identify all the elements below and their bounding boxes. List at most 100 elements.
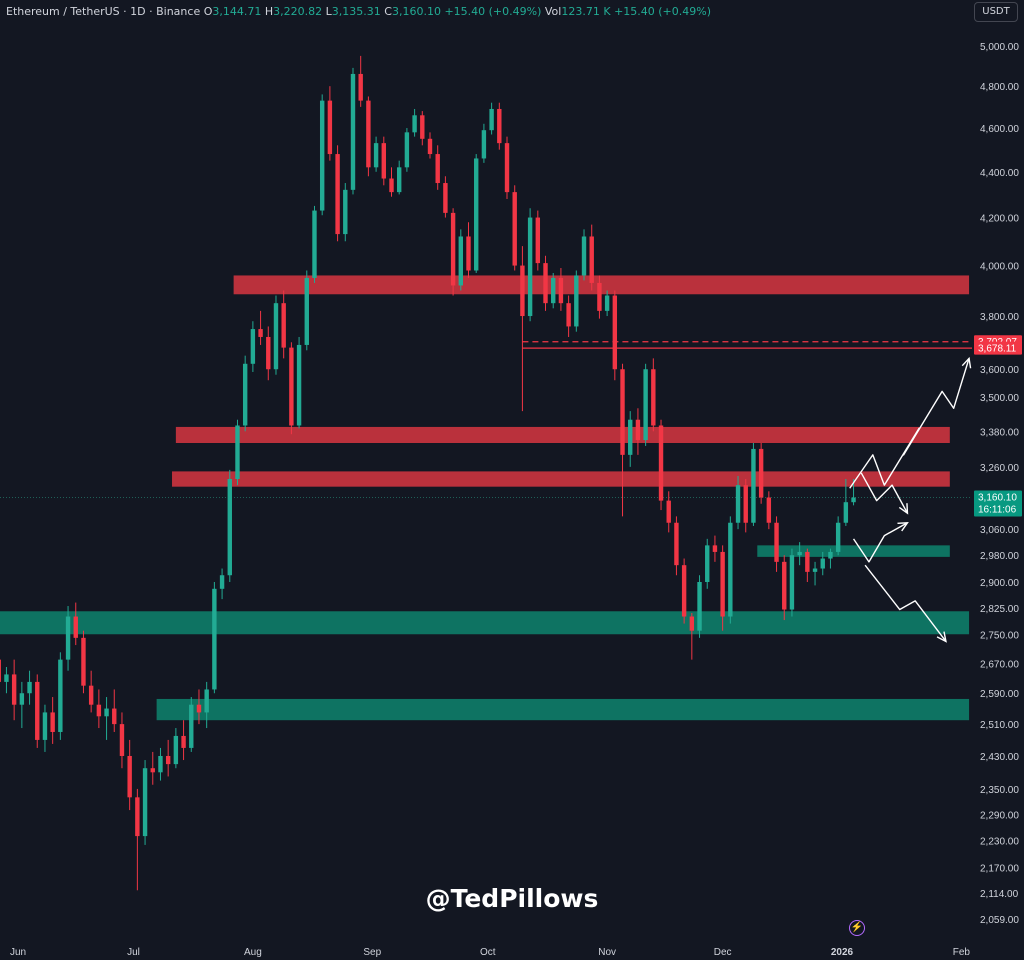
candle-body-44 [335, 154, 340, 235]
candle-body-109 [835, 522, 841, 552]
y-tick-label: 2,290.00 [980, 810, 1019, 821]
candle-body-19 [142, 768, 148, 837]
y-tick-label: 4,000.00 [980, 262, 1019, 273]
candle-body-91 [697, 581, 702, 631]
candle-body-93 [712, 545, 718, 552]
candle-body-10 [73, 616, 78, 638]
candle-body-88 [674, 522, 679, 566]
y-tick-label: 4,800.00 [980, 82, 1019, 93]
symbol-name: Ethereum / TetherUS · 1D · Binance [6, 5, 201, 18]
candle-body-65 [497, 108, 502, 144]
candle-body-36 [273, 303, 279, 370]
candle-body-84 [643, 369, 648, 441]
candle-body-53 [404, 132, 410, 168]
x-tick-label: 2026 [831, 947, 854, 958]
candle-body-39 [296, 344, 302, 426]
candle-body-3 [19, 693, 25, 705]
candle-body-75 [574, 275, 579, 327]
lightning-bolt-icon[interactable]: ⚡ [849, 920, 865, 936]
candle-body-92 [705, 545, 710, 582]
candle-body-41 [312, 210, 317, 278]
y-tick-label: 3,260.00 [980, 463, 1019, 474]
candle-body-33 [250, 329, 256, 364]
projection-arrowhead-3 [936, 631, 947, 643]
candle-body-97 [743, 485, 748, 523]
candle-body-23 [173, 735, 179, 765]
candle-body-70 [535, 217, 541, 264]
volume-change-value: +15.40 (+0.49%) [614, 5, 712, 18]
last-price-tag-countdown: 16:11:06 [978, 504, 1017, 515]
candle-body-73 [558, 277, 564, 304]
candle-body-63 [481, 130, 487, 159]
candle-body-37 [281, 303, 286, 348]
candle-body-64 [489, 108, 494, 131]
support-zone-1 [0, 611, 970, 635]
candle-body-110 [843, 502, 849, 523]
candle-body-94 [720, 551, 725, 617]
price-axis: 5,000.00 4,800.00 4,600.00 4,400.00 4,200.00… [974, 42, 1022, 926]
last-price-tag-text: 3,160.10 [978, 492, 1017, 503]
candle-body-42 [319, 100, 325, 211]
y-tick-label: 2,170.00 [980, 863, 1019, 874]
candle-body-49 [373, 143, 379, 168]
candle-body-108 [828, 551, 833, 559]
candle-body-106 [812, 568, 818, 572]
y-tick-label: 2,510.00 [980, 720, 1019, 731]
y-tick-label: 2,430.00 [980, 752, 1019, 763]
candles-layer [0, 55, 856, 891]
price-tag-1-text: 3,678.11 [978, 344, 1017, 355]
candle-body-50 [381, 143, 386, 179]
candle-body-20 [150, 768, 155, 773]
candle-body-89 [681, 565, 687, 617]
low-value: 3,135.31 [331, 5, 381, 18]
y-tick-label: 2,114.00 [980, 889, 1019, 900]
candle-body-7 [50, 712, 55, 732]
candle-body-87 [666, 500, 671, 523]
currency-unit-button[interactable]: USDT [974, 2, 1018, 22]
candle-body-21 [158, 755, 163, 773]
candle-body-31 [235, 425, 240, 480]
candle-body-103 [789, 555, 795, 610]
candle-body-81 [620, 369, 625, 455]
price-tag-1: 3,678.11 [974, 341, 1022, 355]
candle-body-67 [512, 192, 517, 266]
projection-path-2 [852, 522, 908, 563]
candle-body-62 [474, 158, 479, 271]
candle-body-68 [520, 265, 525, 317]
candle-body-30 [227, 479, 232, 576]
candle-body-104 [797, 551, 802, 556]
x-tick-label: Feb [953, 947, 971, 958]
candle-body-72 [551, 277, 556, 304]
candle-body-57 [435, 154, 440, 184]
y-tick-label: 3,500.00 [980, 393, 1019, 404]
candle-body-46 [350, 73, 356, 190]
candle-body-26 [196, 704, 202, 713]
candle-body-102 [782, 561, 787, 610]
x-tick-label: Nov [598, 947, 616, 958]
candle-body-1 [4, 674, 9, 682]
support-zone-0 [757, 545, 950, 557]
candle-body-51 [389, 178, 394, 193]
y-tick-label: 2,059.00 [980, 915, 1019, 926]
candle-body-25 [189, 704, 194, 748]
y-tick-label: 2,825.00 [980, 604, 1019, 615]
volume-label: Vol [544, 5, 562, 18]
candle-body-0 [0, 659, 1, 682]
x-tick-label: Sep [363, 947, 381, 958]
candle-body-29 [219, 575, 225, 589]
candle-body-85 [651, 369, 656, 426]
candle-body-105 [805, 551, 810, 572]
candle-body-2 [11, 674, 17, 705]
candle-body-22 [165, 755, 171, 765]
candle-body-48 [366, 100, 371, 168]
projection-arrows-layer [849, 356, 972, 643]
candle-body-82 [628, 419, 633, 455]
candle-body-32 [242, 363, 248, 426]
candle-body-86 [658, 425, 664, 501]
candle-body-69 [527, 217, 533, 317]
projection-path-0 [849, 358, 970, 489]
open-value: 3,144.71 [212, 5, 262, 18]
candle-body-14 [104, 708, 109, 717]
candle-body-99 [758, 448, 764, 498]
